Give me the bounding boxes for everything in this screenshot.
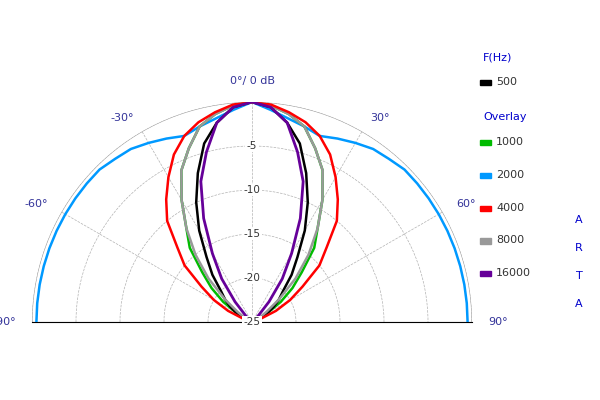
Text: A: A: [575, 215, 583, 225]
Text: -60°: -60°: [24, 199, 48, 209]
Text: R: R: [575, 243, 583, 253]
Text: -10: -10: [244, 185, 260, 195]
Text: 30°: 30°: [370, 113, 389, 123]
Text: -15: -15: [244, 229, 260, 239]
Text: T: T: [575, 271, 583, 281]
Text: 90°: 90°: [488, 317, 508, 327]
Text: 16000: 16000: [496, 268, 531, 278]
Text: -25: -25: [244, 317, 260, 327]
Text: 4000: 4000: [496, 202, 524, 213]
Text: 1000: 1000: [496, 137, 524, 147]
Text: 2000: 2000: [496, 170, 524, 180]
Text: A: A: [575, 299, 583, 309]
Text: Overlay: Overlay: [483, 112, 527, 122]
Text: -20: -20: [244, 273, 260, 283]
Text: 60°: 60°: [456, 199, 476, 209]
Text: 500: 500: [496, 77, 517, 87]
Text: -5: -5: [247, 141, 257, 151]
Text: 0°/ 0 dB: 0°/ 0 dB: [230, 76, 275, 86]
Text: -90°: -90°: [0, 317, 16, 327]
Text: 8000: 8000: [496, 235, 524, 245]
Text: -30°: -30°: [110, 113, 134, 123]
Text: F(Hz): F(Hz): [483, 52, 512, 62]
